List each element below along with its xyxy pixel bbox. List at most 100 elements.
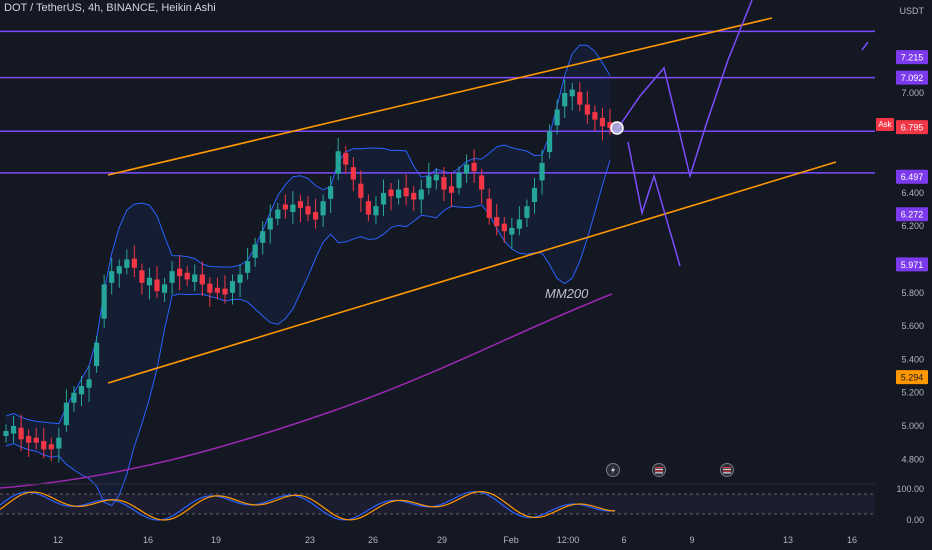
candle-body xyxy=(170,271,175,283)
stoch-tick-label: 0.00 xyxy=(906,515,924,525)
candle-body xyxy=(3,431,8,436)
x-tick-label: 13 xyxy=(783,535,793,545)
candle-body xyxy=(517,220,522,229)
candle-body xyxy=(56,438,61,449)
price-tag-label: 6.795 xyxy=(901,123,924,133)
candle-body xyxy=(411,193,416,200)
candle-body xyxy=(381,193,386,205)
ask-label: Ask xyxy=(876,118,894,131)
candle-body xyxy=(396,190,401,198)
y-tick-label: 6.200 xyxy=(901,221,924,231)
x-tick-label: 23 xyxy=(305,535,315,545)
candle-body xyxy=(524,206,529,218)
candle-body xyxy=(109,271,114,283)
candle-body xyxy=(464,165,469,174)
candle-body xyxy=(539,163,544,180)
stoch-tick-label: 100.00 xyxy=(896,484,924,494)
y-tick-label: 4.800 xyxy=(901,454,924,464)
us-flag-icon xyxy=(653,464,666,477)
candle-body xyxy=(19,428,24,440)
price-tag-label: 6.497 xyxy=(901,172,924,182)
candle-body xyxy=(351,167,356,179)
candle-body xyxy=(456,173,461,188)
candle-body xyxy=(41,441,46,449)
candle-body xyxy=(404,188,409,196)
candle-body xyxy=(502,224,507,231)
candle-body xyxy=(487,199,492,218)
x-tick-label: 6 xyxy=(621,535,626,545)
candle-body xyxy=(298,201,303,208)
candle-body xyxy=(34,438,39,443)
candle-body xyxy=(532,188,537,202)
candle-body xyxy=(162,284,167,292)
candle-body xyxy=(585,105,590,115)
price-tag-label: 5.294 xyxy=(901,373,924,383)
price-tag-label: 5.971 xyxy=(901,260,924,270)
y-tick-label: 6.400 xyxy=(901,188,924,198)
us-flag-icon xyxy=(721,464,734,477)
candle-body xyxy=(321,201,326,215)
y-tick-label: 5.000 xyxy=(901,421,924,431)
candle-body xyxy=(570,90,575,97)
candle-body xyxy=(102,284,107,318)
candle-body xyxy=(117,266,122,273)
y-tick-label: 7.000 xyxy=(901,88,924,98)
x-tick-label: Feb xyxy=(503,535,519,545)
candle-body xyxy=(192,274,197,281)
y-tick-label: 5.600 xyxy=(901,321,924,331)
x-tick-label: 9 xyxy=(689,535,694,545)
currency-unit: USDT xyxy=(900,6,925,16)
candle-body xyxy=(260,231,265,243)
candle-body xyxy=(79,386,84,394)
candle-body xyxy=(283,205,288,210)
candle-body xyxy=(472,163,477,171)
candle-body xyxy=(562,93,567,106)
candle-body xyxy=(253,245,258,258)
x-tick-label: 19 xyxy=(211,535,221,545)
candle-body xyxy=(124,259,129,267)
candle-body xyxy=(555,110,560,126)
candle-body xyxy=(139,270,144,282)
candle-body xyxy=(230,281,235,293)
candle-body xyxy=(419,190,424,200)
candle-body xyxy=(336,151,341,173)
x-tick-label: 26 xyxy=(368,535,378,545)
candle-body xyxy=(434,175,439,181)
price-axis: 7.000 6.400 6.200 5.800 5.600 5.400 5.200 5.000… xyxy=(875,0,932,550)
candle-body xyxy=(222,289,227,295)
candle-body xyxy=(200,274,205,284)
x-tick-label: 16 xyxy=(143,535,153,545)
candle-body xyxy=(373,206,378,215)
candle-body xyxy=(275,210,280,219)
mm200-label: MM200 xyxy=(545,286,589,301)
candle-body xyxy=(449,186,454,193)
candle-body xyxy=(86,379,91,387)
candle-body xyxy=(479,175,484,189)
candle-body xyxy=(64,403,69,425)
candle-body xyxy=(132,259,137,268)
candle-body xyxy=(154,279,159,291)
candle-body xyxy=(600,118,605,126)
candle-body xyxy=(577,92,582,104)
candle-body xyxy=(11,426,16,433)
candle-body xyxy=(441,177,446,189)
candle-body xyxy=(290,205,295,212)
y-tick-label: 5.800 xyxy=(901,288,924,298)
candle-body xyxy=(147,278,152,285)
x-tick-label: 12 xyxy=(53,535,63,545)
candle-body xyxy=(426,176,431,188)
candle-body xyxy=(366,201,371,214)
price-tag-label: 6.272 xyxy=(901,210,924,220)
current-price-marker xyxy=(611,122,623,134)
candle-body xyxy=(509,228,514,235)
candle-body xyxy=(237,274,242,282)
symbol-title: DOT / TetherUS, 4h, BINANCE, Heikin Ashi xyxy=(4,2,216,14)
candle-body xyxy=(388,190,393,197)
candle-body xyxy=(71,393,76,403)
candle-body xyxy=(305,206,310,214)
candle-body xyxy=(49,444,54,449)
stoch-band-fill xyxy=(0,494,875,514)
x-tick-label: 16 xyxy=(847,535,857,545)
candle-body xyxy=(358,184,363,198)
